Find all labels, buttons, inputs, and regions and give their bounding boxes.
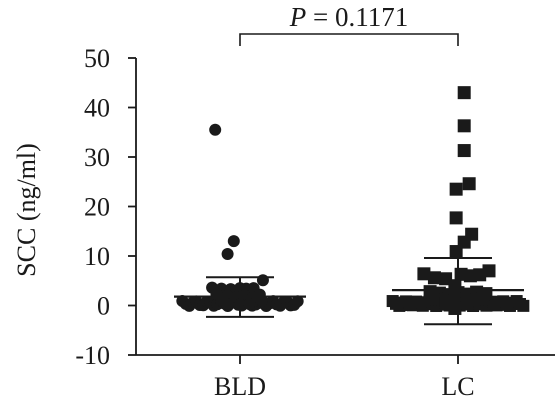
y-tick-label: 50 (84, 44, 110, 73)
y-ticks: 50 40 30 20 10 0 -10 (75, 44, 136, 370)
data-point (209, 123, 222, 136)
data-point (449, 245, 463, 259)
bracket-line (239, 33, 459, 46)
data-points (176, 86, 530, 315)
data-point (243, 298, 256, 311)
x-tick-label: BLD (214, 372, 266, 401)
data-point (457, 144, 471, 158)
y-tick-label: -10 (75, 341, 110, 370)
p-value-label: P = 0.1171 (289, 2, 408, 32)
data-point (517, 299, 530, 312)
data-point (291, 295, 304, 308)
data-point (448, 301, 462, 315)
data-point (256, 274, 269, 287)
y-tick-label: 20 (84, 193, 110, 222)
data-point (449, 211, 463, 225)
y-tick-label: 30 (84, 143, 110, 172)
data-point (457, 86, 471, 100)
data-point (221, 298, 234, 311)
data-point (449, 182, 463, 196)
significance-bracket: P = 0.1171 (239, 2, 459, 46)
data-point (457, 119, 471, 133)
data-point (460, 296, 474, 310)
data-point (427, 271, 441, 285)
data-point (221, 248, 234, 261)
data-point (417, 267, 431, 281)
p-value-text: = 0.1171 (306, 2, 408, 32)
data-point (227, 235, 240, 248)
data-point (476, 292, 490, 306)
y-axis-label: SCC (ng/ml) (12, 143, 41, 277)
data-point (462, 177, 476, 191)
y-tick-label: 0 (97, 292, 110, 321)
y-tick-label: 10 (84, 242, 110, 271)
p-value-symbol: P (289, 2, 307, 32)
y-tick-label: 40 (84, 94, 110, 123)
x-ticks: BLD LC (214, 355, 475, 401)
x-tick-label: LC (441, 372, 474, 401)
data-point (482, 264, 496, 278)
error-bars (174, 256, 524, 326)
